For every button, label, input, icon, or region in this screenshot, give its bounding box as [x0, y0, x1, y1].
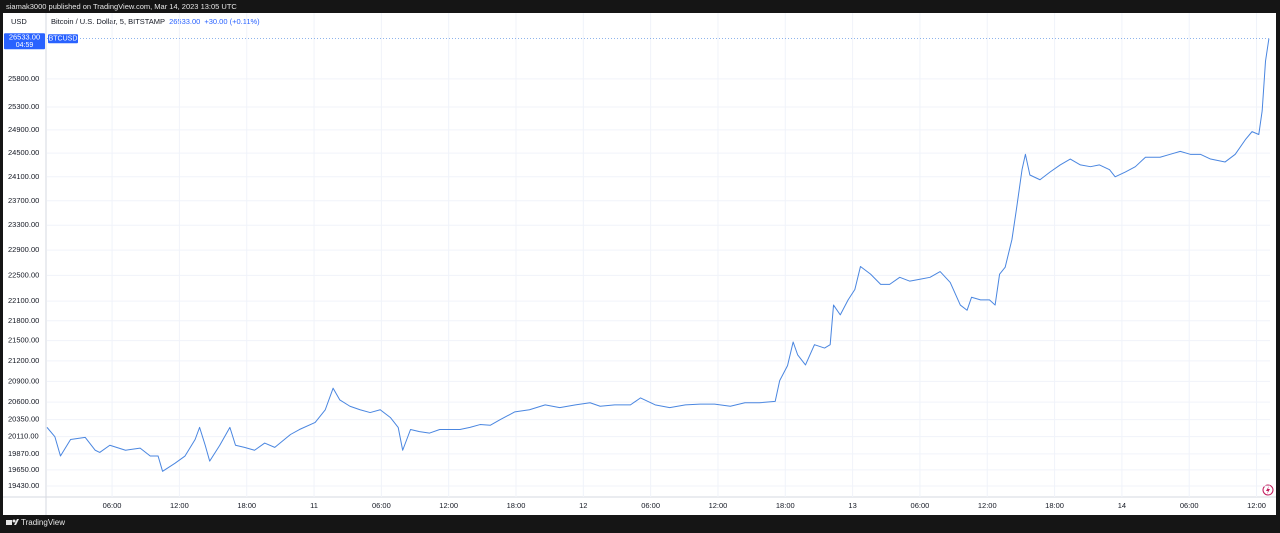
x-tick-label: 12:00 — [439, 501, 458, 510]
grid — [47, 13, 1270, 497]
countdown-label: 04:59 — [16, 42, 34, 49]
price-line — [46, 38, 1270, 472]
x-tick-label: 18:00 — [776, 501, 795, 510]
series-label-box — [48, 34, 78, 44]
footer-brand: TradingView — [21, 518, 65, 527]
last-price-label: 26533.00 — [9, 33, 40, 42]
y-tick-label: 24900.00 — [8, 125, 39, 134]
x-tick-label: 12:00 — [170, 501, 189, 510]
x-tick-label: 12:00 — [709, 501, 728, 510]
x-tick-label: 12 — [579, 501, 587, 510]
currency-label: USD — [11, 17, 27, 26]
x-tick-label: 18:00 — [237, 501, 256, 510]
x-tick-label: 06:00 — [911, 501, 930, 510]
y-tick-label: 19870.00 — [8, 449, 39, 458]
y-tick-label: 24100.00 — [8, 172, 39, 181]
y-tick-label: 22500.00 — [8, 270, 39, 279]
series-label: BTCUSD — [49, 36, 78, 43]
x-tick-label: 12:00 — [1247, 501, 1266, 510]
last-price-box — [4, 33, 45, 50]
x-tick-label: 11 — [310, 501, 318, 510]
x-tick-label: 06:00 — [103, 501, 122, 510]
y-tick-label: 25800.00 — [8, 74, 39, 83]
x-tick-label: 06:00 — [1180, 501, 1199, 510]
x-tick-label: 06:00 — [641, 501, 660, 510]
y-tick-label: 22100.00 — [8, 296, 39, 305]
legend: Bitcoin / U.S. Dollar, 5, BITSTAMP 26533.… — [51, 17, 260, 26]
y-tick-label: 21200.00 — [8, 356, 39, 365]
legend-title: Bitcoin / U.S. Dollar, 5, BITSTAMP — [51, 17, 165, 26]
alert-icon — [1262, 484, 1274, 496]
y-tick-label: 20600.00 — [8, 397, 39, 406]
y-tick-label: 20900.00 — [8, 376, 39, 385]
x-tick-label: 14 — [1118, 501, 1126, 510]
y-tick-label: 24500.00 — [8, 148, 39, 157]
y-tick-label: 23300.00 — [8, 220, 39, 229]
y-tick-label: 23700.00 — [8, 196, 39, 205]
y-tick-label: 22900.00 — [8, 245, 39, 254]
y-tick-label: 19430.00 — [8, 481, 39, 490]
publish-header: siamak3000 published on TradingView.com,… — [6, 2, 237, 11]
y-tick-label: 21800.00 — [8, 316, 39, 325]
y-tick-label: 20350.00 — [8, 415, 39, 424]
x-tick-label: 13 — [848, 501, 856, 510]
y-tick-label: 19650.00 — [8, 465, 39, 474]
tradingview-logo — [6, 519, 19, 525]
y-tick-label: 21500.00 — [8, 336, 39, 345]
x-tick-label: 18:00 — [507, 501, 526, 510]
x-tick-label: 12:00 — [978, 501, 997, 510]
y-tick-label: 20110.00 — [8, 432, 39, 441]
legend-change: +30.00 (+0.11%) — [204, 17, 260, 26]
chart-panel — [3, 13, 1276, 515]
y-tick-label: 25300.00 — [8, 102, 39, 111]
x-tick-label: 06:00 — [372, 501, 391, 510]
x-tick-label: 18:00 — [1045, 501, 1064, 510]
legend-last: 26533.00 — [169, 17, 200, 26]
